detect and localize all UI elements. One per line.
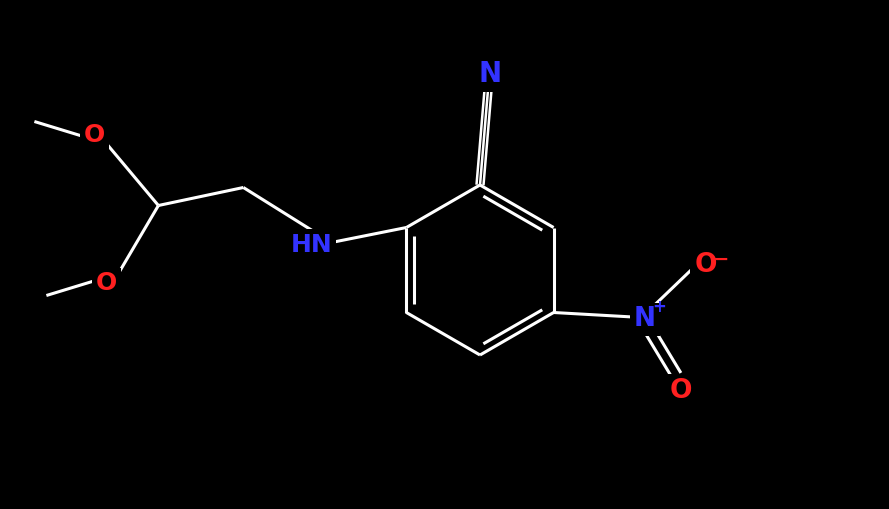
Text: O: O: [84, 124, 105, 148]
Text: O: O: [96, 271, 117, 296]
Text: O: O: [669, 378, 692, 404]
Text: HN: HN: [291, 233, 332, 257]
Text: +: +: [653, 298, 667, 317]
Text: N: N: [478, 60, 501, 88]
Text: N: N: [634, 306, 655, 332]
Text: O: O: [694, 252, 717, 278]
Text: −: −: [714, 250, 730, 269]
